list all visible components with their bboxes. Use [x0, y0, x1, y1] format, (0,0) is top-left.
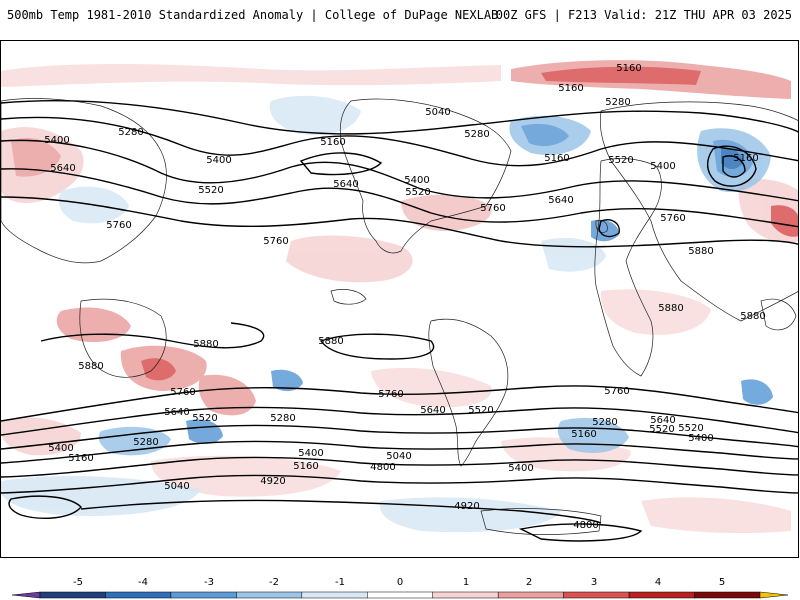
contour-label: 5280 — [270, 413, 295, 424]
contour-label: 5400 — [404, 175, 429, 186]
colorbar-segment — [497, 591, 564, 599]
colorbar-tick-label: 2 — [525, 577, 533, 588]
colorbar-tick-label: 3 — [590, 577, 598, 588]
contour-label: 5400 — [508, 463, 533, 474]
contour-label: 5640 — [548, 195, 573, 206]
contour-label: 5640 — [333, 179, 358, 190]
contour-label: 5160 — [544, 153, 569, 164]
colorbar-segment — [694, 591, 761, 599]
contour-label: 5760 — [378, 389, 403, 400]
contour-label: 5520 — [405, 187, 430, 198]
contour-label: 5280 — [464, 129, 489, 140]
contour-label: 5400 — [206, 155, 231, 166]
contour-label: 5280 — [592, 417, 617, 428]
colorbar-segment — [301, 591, 368, 599]
height-contours — [1, 99, 798, 542]
contour-label: 5880 — [688, 246, 713, 257]
contour-label: 4920 — [260, 476, 285, 487]
colorbar-tick-label: 0 — [396, 577, 404, 588]
colorbar-tick-label: -4 — [138, 577, 148, 588]
contour-label: 5040 — [425, 107, 450, 118]
run-info: 00Z GFS | F213 Valid: 21Z THU APR 03 202… — [495, 8, 792, 22]
contour-label: 5520 — [198, 185, 223, 196]
contour-label: 5400 — [44, 135, 69, 146]
contour-label: 5280 — [605, 97, 630, 108]
colorbar-segment — [105, 591, 172, 599]
colorbar-segment — [170, 591, 237, 599]
contour-label: 4920 — [454, 501, 479, 512]
contour-label: 5520 — [678, 423, 703, 434]
colorbar-tick-label: 5 — [718, 577, 726, 588]
contour-label: 5640 — [50, 163, 75, 174]
colorbar-low-arrow — [11, 591, 41, 599]
contour-label: 5160 — [733, 153, 758, 164]
contour-label: 5880 — [740, 311, 765, 322]
colorbar-segment — [563, 591, 630, 599]
contour-label: 5400 — [650, 161, 675, 172]
contour-label: 5520 — [608, 155, 633, 166]
colorbar-segment — [628, 591, 695, 599]
contour-label: 5520 — [192, 413, 217, 424]
contour-label: 5520 — [649, 424, 674, 435]
colorbar-tick-label: -5 — [73, 577, 83, 588]
colorbar-tick-label: -2 — [269, 577, 279, 588]
contour-label: 5160 — [558, 83, 583, 94]
colorbar-segment — [367, 591, 433, 599]
contour-label: 5160 — [571, 429, 596, 440]
contour-label: 5160 — [293, 461, 318, 472]
contour-label: 5040 — [386, 451, 411, 462]
colorbar-tick-label: -3 — [204, 577, 214, 588]
contour-label: 5160 — [68, 453, 93, 464]
contour-label: 5640 — [420, 405, 445, 416]
contour-label: 5280 — [118, 127, 143, 138]
contour-label: 5400 — [48, 443, 73, 454]
contour-label: 5160 — [320, 137, 345, 148]
contour-label: 4800 — [573, 520, 598, 531]
colorbar-high-arrow — [759, 591, 789, 599]
contour-label: 5760 — [660, 213, 685, 224]
colorbar-scale — [11, 591, 789, 599]
contour-label: 5760 — [480, 203, 505, 214]
contour-label: 5880 — [658, 303, 683, 314]
colorbar — [0, 570, 800, 600]
colorbar-tick-label: -1 — [335, 577, 345, 588]
contour-label: 5880 — [78, 361, 103, 372]
contour-label: 5880 — [193, 339, 218, 350]
contour-label: 5760 — [263, 236, 288, 247]
contour-label: 5040 — [164, 481, 189, 492]
contour-label: 5160 — [616, 63, 641, 74]
contour-label: 5760 — [106, 220, 131, 231]
colorbar-segment — [432, 591, 499, 599]
positive-anomaly-shading — [1, 60, 798, 534]
colorbar-segment — [236, 591, 303, 599]
contour-label: 5280 — [133, 437, 158, 448]
map-title: 500mb Temp 1981-2010 Standardized Anomal… — [7, 8, 499, 22]
contour-label: 5520 — [468, 405, 493, 416]
contour-label: 5400 — [298, 448, 323, 459]
colorbar-segment — [39, 591, 106, 599]
coastlines — [1, 98, 798, 535]
contour-label: 5880 — [318, 336, 343, 347]
contour-label: 5640 — [650, 415, 675, 426]
map-panel: 5160 5160 5280 5040 5280 5160 5280 5160 5520 5400… — [0, 40, 799, 558]
title-bar: 500mb Temp 1981-2010 Standardized Anomal… — [0, 0, 800, 30]
contour-label: 5760 — [604, 386, 629, 397]
contour-label: 5760 — [170, 387, 195, 398]
colorbar-tick-label: 4 — [654, 577, 662, 588]
colorbar-tick-label: 1 — [462, 577, 470, 588]
contour-label: 5400 — [688, 433, 713, 444]
contour-label: 5640 — [164, 407, 189, 418]
contour-label: 4800 — [370, 462, 395, 473]
